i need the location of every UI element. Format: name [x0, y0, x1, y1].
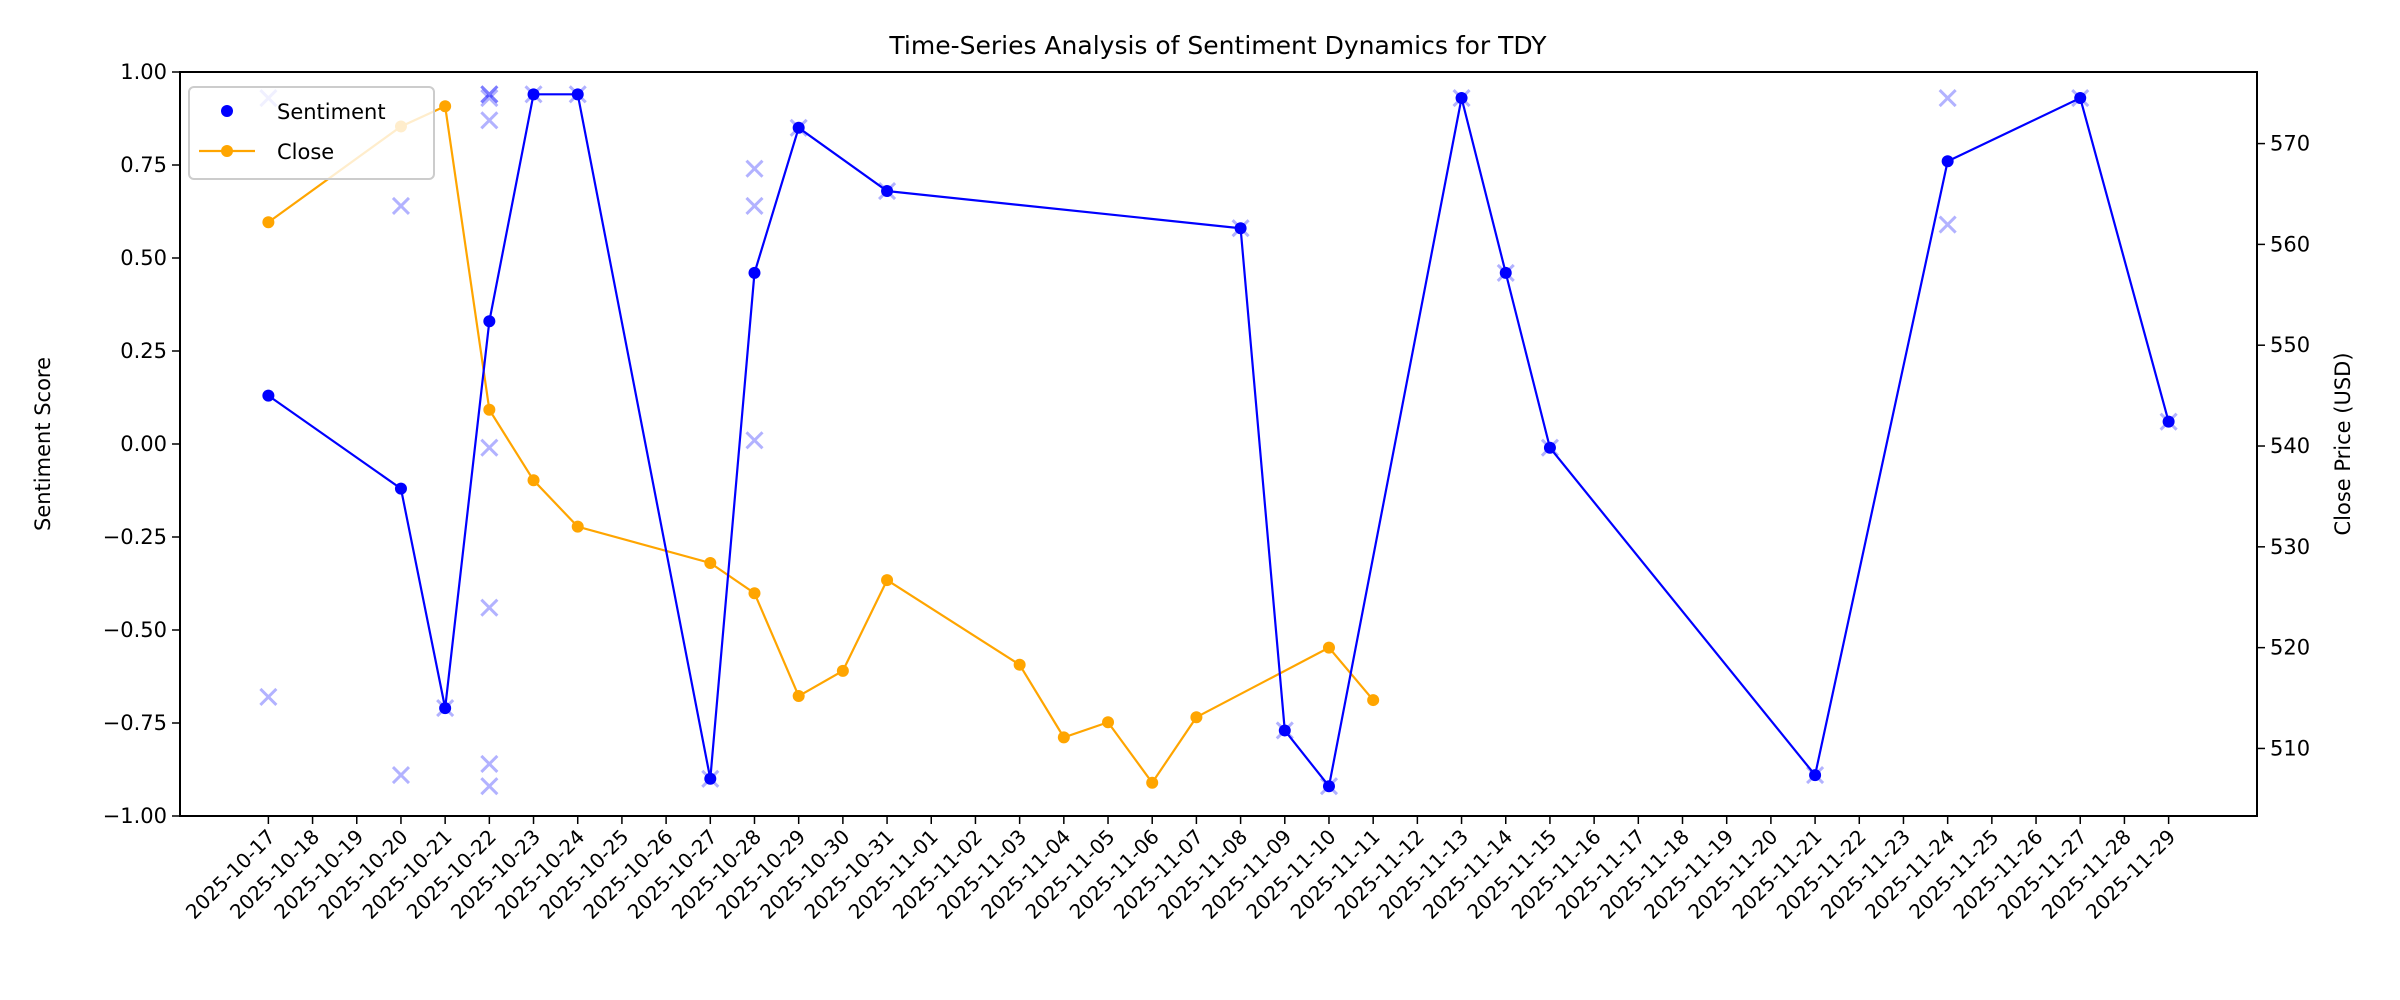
sentiment-point: [1234, 222, 1247, 235]
close-point: [1013, 658, 1026, 671]
y-axis-label: Sentiment Score: [31, 357, 55, 531]
legend-close-label: Close: [277, 140, 334, 164]
close-point: [571, 520, 584, 533]
y-right-tick-label: 540: [2270, 434, 2310, 458]
sentiment-line: [267, 93, 2170, 789]
sentiment-point: [483, 315, 496, 328]
article-score-x-mark: [1938, 88, 1957, 108]
y-tick-label: −0.50: [103, 618, 167, 642]
y-tick-label: 1.00: [120, 60, 167, 84]
y-right-tick-label: 530: [2270, 535, 2310, 559]
close-point: [483, 403, 496, 416]
sentiment-point: [792, 121, 805, 134]
article-score-x-mark: [480, 85, 499, 104]
chart-title: Time-Series Analysis of Sentiment Dynami…: [888, 31, 1547, 60]
y-tick-label: 0.25: [120, 339, 167, 363]
y-tick-label: 0.50: [120, 246, 167, 270]
close-point: [1057, 731, 1070, 744]
y-tick-label: −0.25: [103, 525, 167, 549]
legend-box: [188, 86, 435, 180]
sentiment-point: [1278, 724, 1291, 737]
sentiment-point: [704, 772, 717, 785]
y-tick-label: 0.75: [120, 153, 167, 177]
close-point: [439, 100, 452, 113]
sentiment-point: [881, 185, 894, 198]
sentiment-point: [394, 482, 407, 495]
sentiment-point: [1941, 155, 1954, 168]
article-score-x-mark: [480, 88, 499, 108]
close-line: [267, 104, 1375, 785]
close-point: [881, 574, 894, 587]
sentiment-point: [439, 702, 452, 715]
close-point: [792, 690, 805, 703]
close-point: [704, 556, 717, 569]
sentiment-point: [1455, 92, 1468, 105]
article-score-x-mark: [391, 196, 411, 215]
y-right-tick-label: 550: [2270, 333, 2310, 357]
sentiment-point: [1809, 769, 1822, 782]
article-score-x-mark: [259, 687, 278, 707]
article-score-x-mark: [480, 598, 499, 617]
sentiment-point: [2162, 415, 2175, 428]
y-tick-label: −0.75: [103, 711, 167, 735]
sentiment-point: [571, 88, 584, 101]
y-axis-right-label: Close Price (USD): [2331, 352, 2355, 535]
close-point: [1322, 641, 1335, 654]
y-right-tick-label: 510: [2270, 736, 2310, 760]
sentiment-point: [748, 266, 761, 279]
close-point: [262, 216, 275, 229]
close-point: [1190, 711, 1203, 724]
sentiment-point: [527, 88, 540, 101]
legend-sentiment-marker: [221, 105, 233, 117]
legend-close-marker: [221, 145, 233, 157]
article-score-x-mark: [745, 196, 764, 215]
legend-sentiment-label: Sentiment: [277, 100, 386, 124]
article-score-x-mark: [1938, 215, 1957, 234]
legend: Sentiment Close: [188, 86, 435, 180]
article-score-x-mark: [480, 438, 499, 457]
sentiment-point: [1322, 780, 1335, 793]
close-point: [1367, 694, 1380, 707]
y-right-tick-label: 570: [2270, 132, 2310, 156]
close-point: [748, 587, 761, 600]
article-score-x-mark: [745, 159, 764, 178]
article-score-x-mark: [745, 431, 764, 450]
y-right-tick-label: 560: [2270, 232, 2310, 256]
close-point: [836, 664, 849, 677]
y-right-tick-label: 520: [2270, 636, 2310, 660]
sentiment-point: [1499, 266, 1512, 279]
sentiment-point: [262, 389, 275, 402]
sentiment-point: [2074, 92, 2087, 105]
close-point: [1102, 716, 1115, 729]
article-score-x-mark: [480, 777, 499, 796]
y-tick-label: 0.00: [120, 432, 167, 456]
article-score-x-mark: [480, 754, 499, 773]
article-score-x-mark: [480, 111, 499, 130]
y-tick-label: −1.00: [103, 804, 167, 828]
article-score-x-mark: [480, 85, 499, 104]
close-point: [1146, 776, 1159, 789]
sentiment-point: [1543, 441, 1556, 454]
article-score-x-mark: [391, 766, 411, 785]
close-point: [527, 474, 540, 487]
